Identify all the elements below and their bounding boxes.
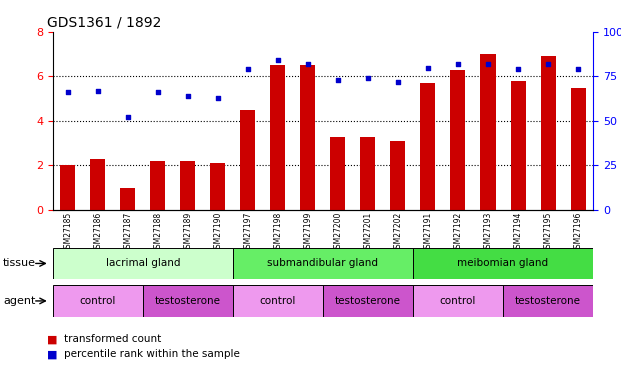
Bar [53,248,233,279]
Point [183,93,193,99]
Text: ■: ■ [47,334,57,344]
Point [393,79,403,85]
Bar [540,56,556,210]
Point [453,61,463,67]
Bar [240,110,255,210]
Bar [301,65,315,210]
Text: testosterone: testosterone [335,296,401,306]
Point [543,61,553,67]
Bar [391,141,406,210]
Text: ■: ■ [47,350,57,359]
Point [243,66,253,72]
Text: testosterone: testosterone [155,296,221,306]
Point [483,61,493,67]
Bar [211,163,225,210]
Text: testosterone: testosterone [515,296,581,306]
Point [333,77,343,83]
Text: GDS1361 / 1892: GDS1361 / 1892 [47,15,161,29]
Bar [510,81,525,210]
Point [303,61,313,67]
Point [573,66,583,72]
Bar [270,65,286,210]
Point [273,57,283,63]
Bar [150,161,165,210]
Text: submandibular gland: submandibular gland [268,258,378,268]
Bar [180,161,196,210]
Bar [233,248,413,279]
Point [93,88,103,94]
Bar [53,285,143,317]
Bar [60,165,75,210]
Point [63,90,73,96]
Text: control: control [260,296,296,306]
Bar [323,285,413,317]
Point [123,114,133,120]
Point [153,90,163,96]
Bar [233,285,323,317]
Text: control: control [79,296,116,306]
Bar [90,159,106,210]
Bar [360,136,376,210]
Bar [420,83,435,210]
Bar [120,188,135,210]
Point [423,64,433,70]
Text: tissue: tissue [3,258,36,268]
Bar [143,285,233,317]
Text: control: control [440,296,476,306]
Bar [330,136,345,210]
Text: lacrimal gland: lacrimal gland [106,258,180,268]
Point [513,66,523,72]
Text: agent: agent [3,296,35,306]
Text: transformed count: transformed count [64,334,161,344]
Text: percentile rank within the sample: percentile rank within the sample [64,350,240,359]
Bar [503,285,593,317]
Bar [481,54,496,210]
Text: meibomian gland: meibomian gland [458,258,548,268]
Bar [413,285,503,317]
Bar [413,248,593,279]
Bar [571,87,586,210]
Bar [450,70,466,210]
Point [213,95,223,101]
Point [363,75,373,81]
